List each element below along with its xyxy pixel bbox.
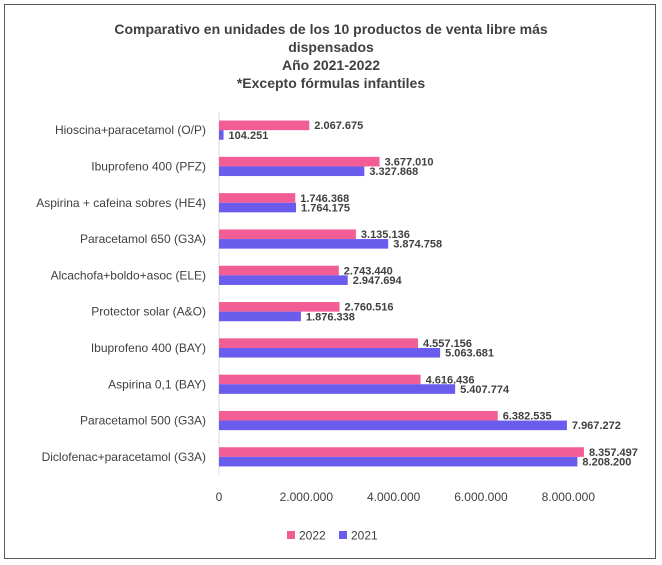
chart-title-line-1: Comparativo en unidades de los 10 produc… <box>114 21 548 37</box>
x-tick-label: 6.000.000 <box>454 490 508 504</box>
category-label: Hioscina+paracetamol (O/P) <box>55 123 206 137</box>
legend-label-2021: 2021 <box>351 529 378 543</box>
bar-2021 <box>219 347 441 358</box>
data-label-2021: 2.947.694 <box>353 275 403 287</box>
category-label: Protector solar (A&O) <box>91 305 206 319</box>
bar-2022 <box>219 120 310 131</box>
data-label-2021: 3.874.758 <box>393 239 442 251</box>
category-label: Diclofenac+paracetamol (G3A) <box>42 450 206 464</box>
chart-title-line-3: Año 2021-2022 <box>281 57 381 73</box>
bar-2021 <box>219 239 389 249</box>
data-label-2021: 7.967.272 <box>572 420 621 432</box>
bar-2021 <box>219 456 578 467</box>
bar-2022 <box>219 193 296 203</box>
data-label-2022: 2.067.675 <box>314 120 363 132</box>
category-label: Aspirina 0,1 (BAY) <box>108 377 206 391</box>
data-label-2022: 4.616.436 <box>426 374 475 386</box>
data-label-2021: 1.876.338 <box>306 311 355 323</box>
data-label-2022: 6.382.535 <box>503 411 552 423</box>
bar-2021 <box>219 166 365 177</box>
data-label-2022: 2.760.516 <box>345 302 394 314</box>
legend-swatch-2021 <box>339 531 347 539</box>
chart-title-line-4: *Excepto fórmulas infantiles <box>236 75 426 91</box>
data-label-2022: 4.557.156 <box>423 338 472 350</box>
data-label-2022: 2.743.440 <box>344 265 393 277</box>
data-label-2021: 104.251 <box>229 130 269 142</box>
bar-2021 <box>219 130 224 140</box>
data-label-2021: 8.208.200 <box>582 456 631 468</box>
data-label-2021: 5.063.681 <box>445 348 494 360</box>
bar-2022 <box>219 410 498 421</box>
bar-2021 <box>219 202 297 213</box>
category-label: Paracetamol 500 (G3A) <box>80 414 206 428</box>
x-tick-label: 4.000.000 <box>367 490 421 504</box>
category-label: Alcachofa+boldo+asoc (ELE) <box>51 268 206 282</box>
data-label-2022: 3.677.010 <box>385 156 434 168</box>
category-label: Paracetamol 650 (G3A) <box>80 232 206 246</box>
data-label-2022: 1.746.368 <box>300 193 349 205</box>
bar-2022 <box>219 338 418 348</box>
data-label-2022: 8.357.497 <box>589 447 638 459</box>
legend-swatch-2022 <box>287 531 295 539</box>
data-label-2021: 5.407.774 <box>460 384 510 396</box>
category-label: Aspirina + cafeina sobres (HE4) <box>36 196 206 210</box>
bar-2021 <box>219 384 456 394</box>
data-label-2021: 1.764.175 <box>301 202 350 214</box>
bar-2022 <box>219 265 339 276</box>
x-tick-label: 0 <box>216 490 223 504</box>
category-label: Ibuprofeno 400 (PFZ) <box>91 159 206 173</box>
chart-title-line-2: dispensados <box>288 39 374 55</box>
bar-2022 <box>219 374 421 385</box>
bar-2021 <box>219 275 348 285</box>
category-label: Ibuprofeno 400 (BAY) <box>91 341 206 355</box>
bar-2022 <box>219 156 380 167</box>
x-tick-label: 2.000.000 <box>280 490 334 504</box>
bar-2022 <box>219 447 584 457</box>
x-tick-label: 8.000.000 <box>542 490 596 504</box>
legend-label-2022: 2022 <box>299 529 326 543</box>
bar-2021 <box>219 420 567 431</box>
chart-title: Comparativo en unidades de los 10 produc… <box>0 20 662 92</box>
data-label-2021: 3.327.868 <box>369 166 418 178</box>
data-label-2022: 3.135.136 <box>361 229 410 241</box>
bar-2022 <box>219 302 340 312</box>
bar-2022 <box>219 229 356 240</box>
bar-2021 <box>219 311 301 322</box>
